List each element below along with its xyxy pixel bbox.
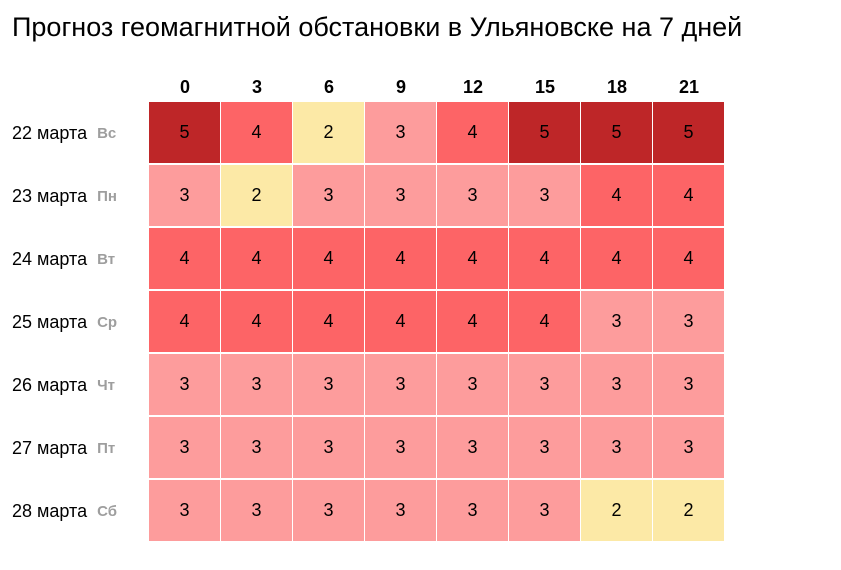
heatmap-cell: 4 <box>365 228 436 289</box>
heatmap-cell: 2 <box>581 480 652 541</box>
heatmap-cell: 3 <box>581 354 652 415</box>
column-header: 15 <box>534 77 556 97</box>
heatmap-cell: 3 <box>509 417 580 478</box>
row-date-label: 22 марта <box>12 122 88 143</box>
heatmap-cell: 3 <box>437 165 508 226</box>
row-header: 26 марта Чт <box>12 354 148 416</box>
row-header: 24 марта Вт <box>12 228 148 290</box>
heatmap-cell: 4 <box>653 165 724 226</box>
row-header: 22 марта Вс <box>12 102 148 164</box>
column-header: 3 <box>251 77 262 97</box>
row-weekday-label: Ср <box>97 313 118 331</box>
heatmap-cell: 4 <box>365 291 436 352</box>
heatmap-cell: 5 <box>653 102 724 163</box>
heatmap-cell: 4 <box>221 228 292 289</box>
heatmap-cell: 2 <box>221 165 292 226</box>
heatmap-cell: 4 <box>653 228 724 289</box>
heatmap-cell: 3 <box>653 417 724 478</box>
heatmap-cell: 4 <box>221 291 292 352</box>
heatmap-cell: 3 <box>437 354 508 415</box>
heatmap-cell: 3 <box>293 417 364 478</box>
row-weekday-label: Пн <box>97 187 117 205</box>
heatmap-cell: 3 <box>293 354 364 415</box>
heatmap-cell: 2 <box>293 102 364 163</box>
row-header: 25 марта Ср <box>12 291 148 353</box>
heatmap-cell: 2 <box>653 480 724 541</box>
heatmap-cell: 3 <box>653 354 724 415</box>
heatmap-cell: 4 <box>437 102 508 163</box>
heatmap-cell: 3 <box>293 165 364 226</box>
row-date-label: 26 марта <box>12 374 88 395</box>
page-title: Прогноз геомагнитной обстановки в Ульяно… <box>12 12 743 42</box>
heatmap-cell: 3 <box>581 417 652 478</box>
heatmap-cell: 3 <box>581 291 652 352</box>
heatmap-cell: 3 <box>365 480 436 541</box>
heatmap-cell: 5 <box>509 102 580 163</box>
row-weekday-label: Пт <box>97 439 116 457</box>
heatmap-cell: 3 <box>149 354 220 415</box>
heatmap-cell: 4 <box>149 228 220 289</box>
row-header: 27 марта Пт <box>12 417 148 479</box>
heatmap-cell: 3 <box>365 102 436 163</box>
heatmap-cell: 3 <box>149 417 220 478</box>
heatmap-cell: 4 <box>293 228 364 289</box>
column-header: 6 <box>323 77 334 97</box>
column-header: 9 <box>395 77 406 97</box>
column-header: 18 <box>606 77 628 97</box>
heatmap-cell: 3 <box>653 291 724 352</box>
row-date-label: 28 марта <box>12 500 88 521</box>
row-weekday-label: Сб <box>97 502 117 520</box>
heatmap-cell: 3 <box>365 165 436 226</box>
heatmap-cell: 4 <box>581 165 652 226</box>
heatmap-cell: 4 <box>293 291 364 352</box>
row-weekday-label: Вт <box>97 250 116 268</box>
heatmap-cell: 3 <box>149 480 220 541</box>
heatmap-cell: 4 <box>509 228 580 289</box>
row-header: 23 марта Пн <box>12 165 148 227</box>
heatmap-cell: 3 <box>221 417 292 478</box>
heatmap-cell: 4 <box>581 228 652 289</box>
heatmap-cell: 3 <box>509 354 580 415</box>
heatmap-cell: 4 <box>437 291 508 352</box>
heatmap-cell: 4 <box>221 102 292 163</box>
heatmap-cell: 4 <box>437 228 508 289</box>
heatmap-cell: 5 <box>149 102 220 163</box>
row-header: 28 марта Сб <box>12 480 148 542</box>
column-header: 21 <box>678 77 700 97</box>
row-weekday-label: Чт <box>97 376 115 394</box>
heatmap-cell: 4 <box>149 291 220 352</box>
row-date-label: 27 марта <box>12 437 88 458</box>
heatmap-cell: 3 <box>221 354 292 415</box>
heatmap-cell: 3 <box>437 480 508 541</box>
heatmap-cell: 3 <box>437 417 508 478</box>
row-date-label: 23 марта <box>12 185 88 206</box>
heatmap-cell: 3 <box>509 480 580 541</box>
row-date-label: 24 марта <box>12 248 88 269</box>
column-header: 12 <box>462 77 484 97</box>
column-header: 0 <box>179 77 190 97</box>
heatmap-cell: 3 <box>365 354 436 415</box>
heatmap-cell: 4 <box>509 291 580 352</box>
row-weekday-label: Вс <box>97 124 117 142</box>
heatmap-cell: 3 <box>149 165 220 226</box>
heatmap-cell: 3 <box>293 480 364 541</box>
heatmap-cell: 3 <box>509 165 580 226</box>
heatmap-cell: 5 <box>581 102 652 163</box>
heatmap-cell: 3 <box>221 480 292 541</box>
heatmap-cell: 3 <box>365 417 436 478</box>
row-date-label: 25 марта <box>12 311 88 332</box>
